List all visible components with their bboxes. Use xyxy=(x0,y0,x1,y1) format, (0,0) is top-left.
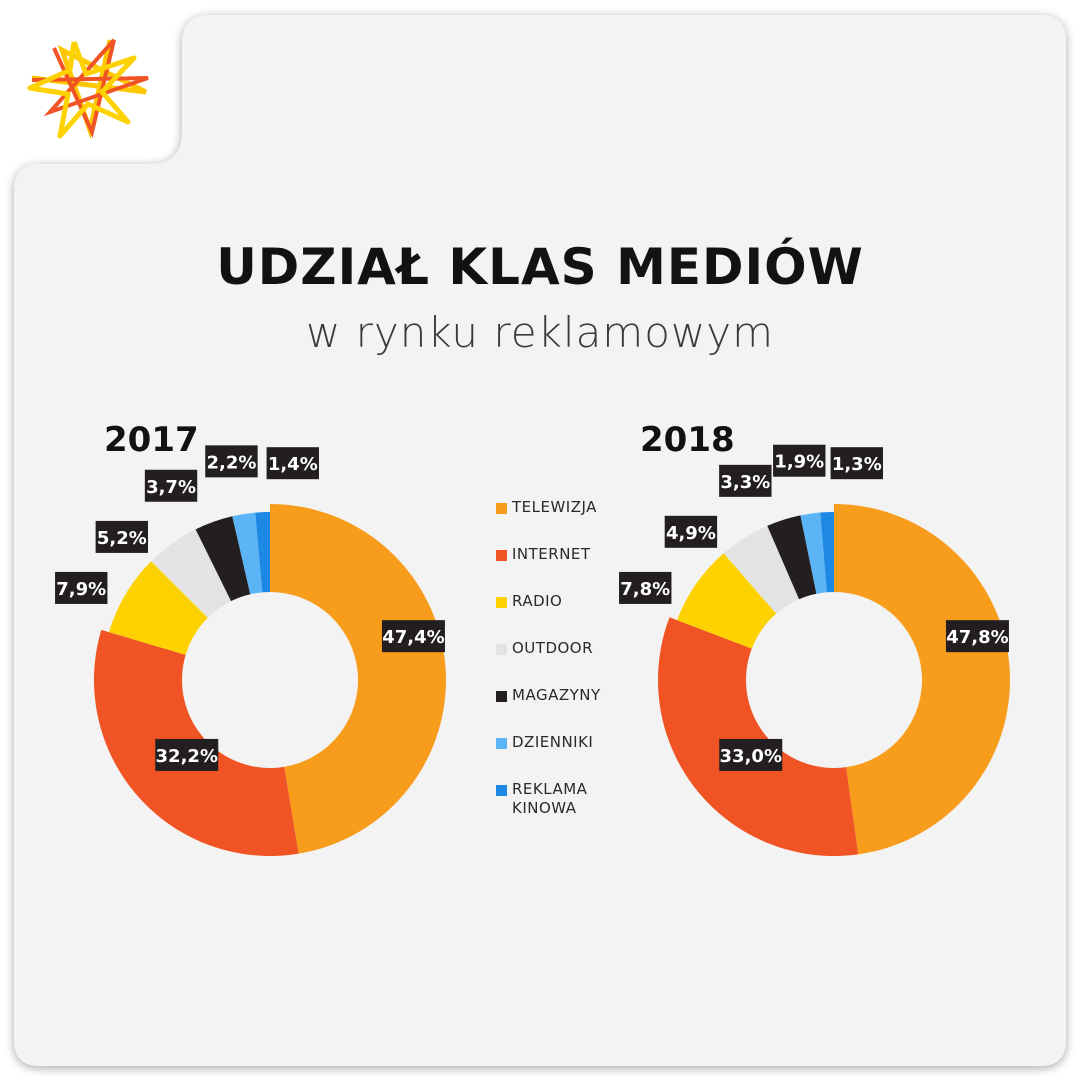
page-subtitle: w rynku reklamowym xyxy=(305,308,775,357)
donut-slice-2018-4 xyxy=(723,525,800,614)
data-label: 5,2% xyxy=(97,528,147,549)
data-label: 1,4% xyxy=(268,454,318,475)
legend-swatch xyxy=(496,644,507,655)
data-label-box xyxy=(55,571,108,604)
data-label-box xyxy=(144,469,198,502)
chart-title-2018: 2018 xyxy=(640,420,735,460)
chart-title-2017: 2017 xyxy=(104,420,199,460)
legend-label: REKLAMA KINOWA xyxy=(512,780,588,817)
data-label-box xyxy=(719,464,772,497)
donut-slice-2018-1 xyxy=(834,504,1010,855)
data-label: 7,8% xyxy=(620,579,670,600)
data-label: 7,9% xyxy=(56,579,106,600)
legend-label: MAGAZYNY xyxy=(512,686,601,704)
data-label: 4,9% xyxy=(666,523,716,544)
legend-label: TELEWIZJA xyxy=(512,498,597,516)
donut-slice-2017-6 xyxy=(232,512,263,595)
data-label-box xyxy=(266,447,319,480)
legend-swatch xyxy=(496,738,507,749)
data-label-box xyxy=(773,444,826,477)
data-label: 2,2% xyxy=(206,452,256,473)
data-label: 47,4% xyxy=(382,627,444,648)
data-label: 1,3% xyxy=(832,454,882,475)
data-label: 3,3% xyxy=(720,472,770,493)
brand-logo-icon xyxy=(27,38,149,140)
data-label-box xyxy=(619,571,672,604)
donut-slice-2017-1 xyxy=(270,504,447,854)
legend-swatch xyxy=(496,785,507,796)
data-label-box xyxy=(830,447,883,480)
page-title: UDZIAŁ KLAS MEDIÓW xyxy=(216,238,864,296)
legend-swatch xyxy=(496,503,507,514)
data-label-box xyxy=(95,520,149,553)
legend-item-magazyny: MAGAZYNY xyxy=(496,686,626,733)
legend-label: DZIENNIKI xyxy=(512,733,594,751)
donut-chart-2018: 47,8% 33,0% 7,8% 4,9% 3,3%1,9% 1,3% xyxy=(619,444,1010,856)
data-label-box xyxy=(664,515,718,548)
legend-swatch xyxy=(496,550,507,561)
data-label-box xyxy=(381,620,445,653)
data-label: 32,2% xyxy=(156,746,218,767)
donut-slice-2018-3 xyxy=(677,553,777,649)
legend-swatch xyxy=(496,691,507,702)
legend: TELEWIZJA INTERNET RADIO OUTDOOR MAGAZYN… xyxy=(496,498,626,827)
donut-slice-2017-4 xyxy=(151,529,232,618)
data-label: 1,9% xyxy=(774,452,824,473)
data-label-box xyxy=(205,445,258,478)
legend-label: RADIO xyxy=(512,592,563,610)
legend-item-internet: INTERNET xyxy=(496,545,626,592)
donut-slice-2018-2 xyxy=(658,617,859,856)
legend-swatch xyxy=(496,597,507,608)
legend-label: OUTDOOR xyxy=(512,639,594,657)
donut-slice-2017-5 xyxy=(195,516,251,602)
legend-item-outdoor: OUTDOOR xyxy=(496,639,626,686)
donut-slice-2017-3 xyxy=(108,561,208,655)
donut-slice-2018-7 xyxy=(820,512,834,593)
data-label-box xyxy=(945,620,1009,653)
donut-slice-2018-5 xyxy=(767,515,817,600)
data-label: 47,8% xyxy=(946,627,1008,648)
legend-item-radio: RADIO xyxy=(496,592,626,639)
legend-label: INTERNET xyxy=(512,545,591,563)
data-label: 33,0% xyxy=(720,746,782,767)
data-label-box xyxy=(719,738,783,771)
legend-item-telewizja: TELEWIZJA xyxy=(496,498,626,545)
legend-item-reklama-kinowa: REKLAMA KINOWA xyxy=(496,780,626,827)
data-label: 3,7% xyxy=(146,477,196,498)
donut-slice-2017-7 xyxy=(255,512,270,593)
donut-slice-2018-6 xyxy=(800,512,827,594)
data-label-box xyxy=(155,738,219,771)
legend-item-dzienniki: DZIENNIKI xyxy=(496,733,626,780)
donut-chart-2017: 47,4% 32,2% 7,9% 5,2% 3,7% 2,2% 1,4% xyxy=(55,445,447,856)
